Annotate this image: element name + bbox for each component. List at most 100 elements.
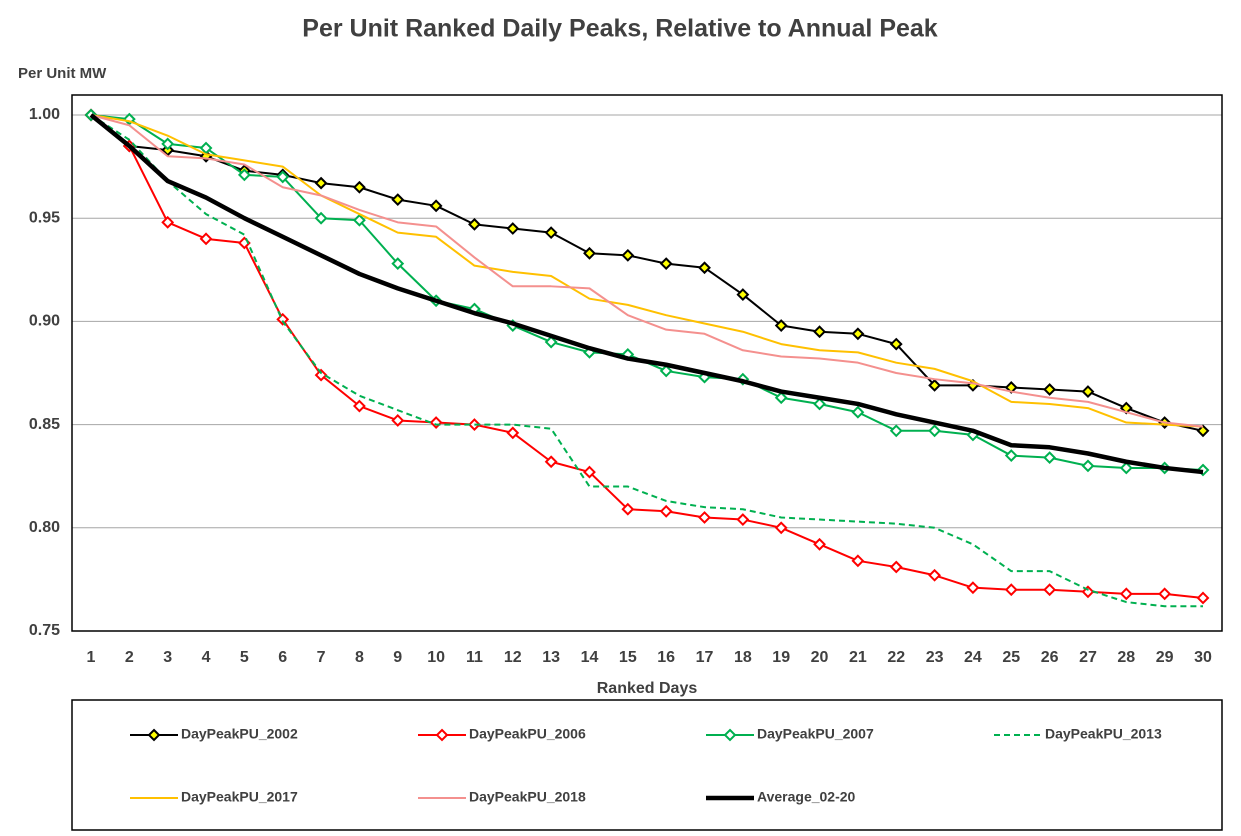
series-marker (352, 399, 366, 413)
series-marker (391, 257, 405, 271)
series-line (90, 114, 1204, 599)
series-marker (506, 222, 520, 235)
x-tick-label: 24 (964, 649, 982, 666)
series-marker (544, 335, 558, 349)
series-marker (391, 414, 405, 427)
series-marker (659, 257, 673, 271)
series-marker (161, 137, 175, 151)
series-marker (1043, 383, 1057, 396)
series-marker (774, 319, 788, 332)
series-marker (276, 170, 290, 184)
x-tick-label: 26 (1041, 649, 1059, 666)
y-tick-label: 1.00 (29, 106, 60, 123)
x-tick-label: 13 (542, 649, 560, 666)
series-marker (1119, 587, 1133, 601)
x-tick-label: 27 (1079, 649, 1097, 666)
series-marker (736, 513, 750, 526)
x-tick-label: 2 (125, 649, 134, 666)
chart-title: Per Unit Ranked Daily Peaks, Relative to… (302, 15, 938, 43)
legend-box (71, 699, 1223, 831)
series-line (90, 114, 1203, 608)
x-tick-label: 14 (581, 649, 599, 666)
series-marker (851, 405, 865, 419)
y-tick-label: 0.90 (29, 313, 60, 330)
series-marker (199, 141, 213, 155)
legend-label: DayPeakPU_2017 (181, 789, 298, 805)
series-line (90, 114, 1204, 428)
series-line (90, 114, 1204, 428)
series-marker (889, 560, 903, 574)
series-line (90, 114, 1204, 432)
x-tick-label: 1 (87, 649, 96, 666)
series-marker (928, 378, 942, 392)
x-tick-label: 6 (278, 649, 287, 666)
series-marker (583, 246, 596, 260)
series-marker (659, 364, 673, 378)
series-marker (966, 581, 980, 595)
x-tick-label: 8 (355, 649, 364, 666)
series-marker (621, 248, 635, 262)
series-marker (698, 511, 711, 524)
series-marker (698, 261, 711, 275)
series-marker (352, 180, 366, 194)
series-marker (1043, 451, 1057, 465)
legend-label: DayPeakPU_2018 (469, 789, 586, 805)
series-marker (736, 288, 750, 301)
series-marker (429, 199, 443, 213)
series-line (90, 114, 1204, 472)
legend-label: DayPeakPU_2006 (469, 726, 586, 742)
x-tick-label: 18 (734, 649, 752, 666)
series-marker (544, 455, 558, 469)
x-tick-label: 5 (240, 649, 249, 666)
series-marker (314, 211, 328, 225)
series-marker (813, 397, 826, 411)
series-marker (1043, 583, 1057, 597)
y-tick-label: 0.85 (29, 416, 60, 433)
x-tick-label: 22 (887, 649, 905, 666)
series-marker (928, 568, 942, 582)
series-marker (621, 502, 635, 516)
legend-marker (723, 728, 737, 742)
series-marker (813, 325, 826, 339)
legend-marker (435, 728, 449, 742)
series-marker (314, 176, 328, 190)
series-marker (544, 226, 558, 240)
legend-label: DayPeakPU_2013 (1045, 726, 1162, 742)
x-tick-label: 7 (317, 649, 326, 666)
x-tick-label: 23 (926, 649, 944, 666)
series-marker (468, 217, 481, 231)
series-marker (237, 168, 251, 182)
series-marker (199, 232, 213, 246)
x-tick-label: 19 (772, 649, 790, 666)
series-marker (1119, 461, 1133, 475)
series-marker (1158, 587, 1172, 601)
series-marker (1081, 385, 1095, 398)
x-tick-label: 28 (1117, 649, 1135, 666)
series-marker (429, 416, 443, 429)
x-tick-label: 12 (504, 649, 522, 666)
y-axis-title: Per Unit MW (18, 65, 107, 82)
plot-border (71, 94, 1223, 632)
series-line (89, 113, 1204, 475)
series-marker (774, 391, 788, 405)
legend-marker (147, 728, 161, 742)
legend-label: Average_02-20 (757, 789, 856, 805)
series-marker (851, 327, 865, 341)
series-marker (928, 424, 942, 438)
x-tick-label: 10 (427, 649, 445, 666)
series-marker (276, 312, 290, 326)
x-tick-label: 20 (811, 649, 829, 666)
series-marker (506, 426, 520, 440)
series-marker (659, 504, 673, 518)
x-tick-label: 9 (393, 649, 402, 666)
x-tick-label: 3 (163, 649, 172, 666)
x-tick-label: 17 (696, 649, 714, 666)
x-axis-title: Ranked Days (597, 680, 698, 697)
x-tick-label: 30 (1194, 649, 1212, 666)
series-marker (583, 465, 596, 479)
x-tick-label: 21 (849, 649, 867, 666)
legend-label: DayPeakPU_2007 (757, 726, 874, 742)
x-tick-label: 11 (466, 649, 483, 666)
series-marker (352, 213, 366, 227)
